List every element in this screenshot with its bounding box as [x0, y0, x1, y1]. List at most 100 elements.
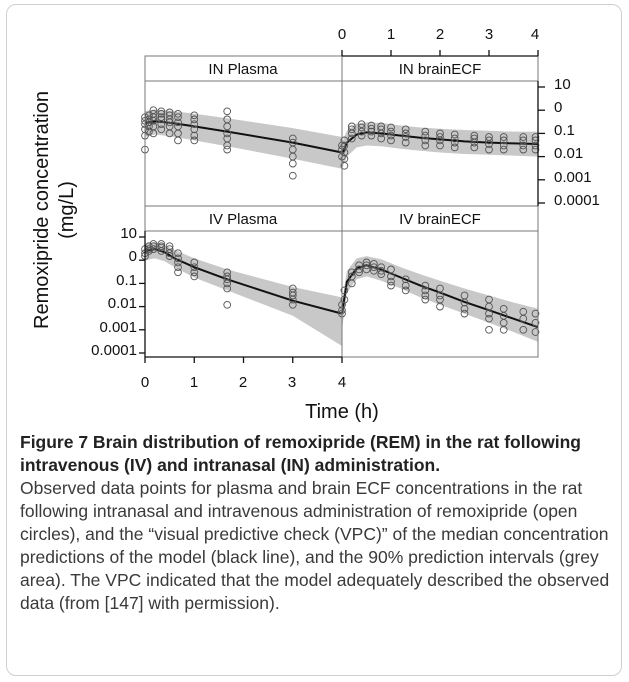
observed-point-in-brainecf — [531, 136, 540, 145]
observed-point-in-plasma — [165, 129, 174, 138]
observed-point-iv-brainecf — [519, 314, 528, 323]
observed-point-in-brainecf — [377, 125, 386, 134]
observed-point-in-brainecf — [519, 141, 528, 150]
observed-point-iv-plasma — [190, 268, 199, 277]
observed-point-iv-brainecf — [436, 302, 444, 311]
caption-body: Observed data points for plasma and brai… — [20, 478, 610, 613]
observed-point-in-plasma — [174, 136, 182, 145]
panel-title-in-brainecf: IN brainECF — [399, 61, 482, 78]
observed-point-in-brainecf — [450, 143, 459, 152]
observed-point-in-brainecf — [485, 136, 493, 145]
observed-point-iv-plasma — [288, 295, 297, 304]
observed-point-in-brainecf — [485, 140, 493, 148]
observed-point-in-plasma — [174, 113, 182, 122]
observed-point-in-brainecf — [519, 136, 528, 145]
observed-point-in-brainecf — [421, 131, 430, 140]
bottom-x-tick-0: 0 — [141, 374, 149, 391]
observed-point-in-brainecf — [470, 143, 479, 152]
observed-point-iv-brainecf — [401, 286, 410, 295]
observed-point-iv-brainecf — [387, 281, 395, 290]
y-axis-title-line1: Remoxipride concentration — [31, 91, 53, 329]
observed-point-iv-plasma — [190, 272, 199, 281]
observed-point-in-plasma — [157, 107, 166, 116]
observed-point-in-plasma — [190, 111, 199, 120]
observed-point-in-plasma — [190, 136, 199, 145]
right-y-tick-0-0001: 0.0001 — [554, 192, 600, 209]
observed-point-iv-plasma — [157, 247, 166, 255]
panel-title-in-plasma: IN Plasma — [208, 61, 278, 78]
observed-point-iv-brainecf — [347, 268, 356, 277]
observed-point-iv-brainecf — [485, 325, 493, 334]
observed-point-in-brainecf — [499, 136, 508, 145]
observed-point-in-brainecf — [347, 125, 356, 134]
observed-point-iv-brainecf — [370, 266, 378, 275]
observed-point-iv-brainecf — [340, 295, 349, 304]
observed-point-iv-brainecf — [377, 266, 386, 275]
observed-point-in-brainecf — [436, 133, 444, 141]
figure-caption: Figure 7 Brain distribution of remoxipri… — [20, 431, 612, 615]
observed-point-in-brainecf — [387, 123, 395, 132]
observed-point-in-plasma — [223, 129, 232, 138]
observed-point-iv-plasma — [165, 249, 174, 258]
top-x-tick-3: 3 — [485, 26, 493, 43]
observed-point-in-brainecf — [340, 161, 349, 170]
top-x-tick-0: 0 — [338, 26, 346, 43]
vpc-chart: IN Plasma IN brainECF IV Plasma IV brain… — [31, 26, 600, 423]
observed-point-iv-plasma — [174, 263, 182, 272]
observed-point-in-brainecf — [519, 133, 528, 141]
observed-point-in-brainecf — [401, 129, 410, 138]
x-axis-title: Time (h) — [305, 401, 379, 423]
observed-point-in-brainecf — [450, 138, 459, 147]
observed-point-iv-brainecf — [436, 291, 444, 300]
bottom-x-tick-1: 1 — [190, 374, 198, 391]
observed-point-in-brainecf — [367, 127, 376, 136]
observed-point-in-plasma — [223, 145, 232, 154]
observed-point-iv-brainecf — [460, 309, 469, 318]
observed-point-in-brainecf — [531, 133, 540, 141]
observed-point-in-brainecf — [450, 134, 459, 143]
observed-point-iv-brainecf — [401, 281, 410, 290]
observed-point-iv-brainecf — [499, 325, 508, 334]
caption-heading: Figure 7 Brain distribution of remoxipri… — [20, 432, 581, 475]
observed-point-in-plasma — [223, 107, 232, 116]
observed-point-iv-brainecf — [355, 265, 363, 274]
observed-point-in-plasma — [190, 125, 199, 134]
observed-point-iv-brainecf — [421, 281, 430, 290]
observed-point-in-plasma — [149, 116, 158, 125]
observed-point-iv-plasma — [288, 300, 297, 309]
observed-point-in-brainecf — [357, 120, 366, 129]
observed-point-in-plasma — [174, 118, 182, 127]
observed-point-in-brainecf — [421, 141, 430, 150]
observed-point-iv-brainecf — [531, 328, 540, 336]
y-axis-title-line2: (mg/L) — [56, 181, 78, 239]
top-x-tick-2: 2 — [436, 26, 444, 43]
observed-point-in-brainecf — [531, 145, 540, 154]
observed-point-in-brainecf — [387, 127, 395, 136]
top-x-tick-1: 1 — [387, 26, 395, 43]
observed-point-in-plasma — [190, 120, 199, 129]
observed-point-in-brainecf — [470, 138, 479, 147]
observed-point-in-brainecf — [377, 134, 386, 143]
observed-point-iv-plasma — [190, 258, 199, 267]
panel-frame-iv-brainecf — [341, 205, 539, 358]
observed-point-in-brainecf — [401, 125, 410, 134]
right-y-tick-0: 0 — [554, 99, 562, 116]
observed-point-in-plasma — [190, 115, 199, 124]
observed-point-iv-brainecf — [355, 268, 363, 277]
observed-point-iv-plasma — [288, 291, 297, 300]
observed-point-in-brainecf — [499, 145, 508, 154]
right-y-tick-0-1: 0.1 — [554, 122, 575, 139]
observed-point-in-brainecf — [347, 134, 356, 143]
observed-point-in-brainecf — [436, 141, 444, 150]
observed-point-in-brainecf — [357, 131, 366, 140]
observed-point-in-plasma — [157, 125, 166, 134]
observed-point-in-brainecf — [340, 136, 349, 145]
observed-point-in-brainecf — [499, 141, 508, 150]
observed-point-iv-plasma — [223, 279, 232, 288]
observed-point-iv-brainecf — [370, 263, 378, 272]
observed-point-iv-brainecf — [485, 314, 493, 323]
observed-point-in-brainecf — [367, 131, 376, 140]
observed-point-in-brainecf — [499, 133, 508, 141]
observed-point-in-brainecf — [357, 123, 366, 132]
observed-point-in-brainecf — [387, 131, 395, 140]
